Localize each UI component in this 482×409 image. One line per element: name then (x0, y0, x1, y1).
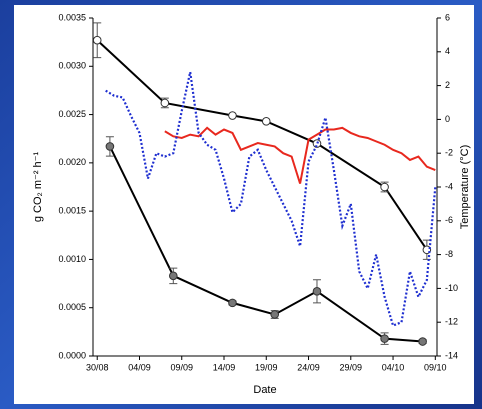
y-tick-label: 0.0025 (58, 109, 86, 119)
data-point (380, 334, 389, 343)
x-tick-label: 24/09 (297, 362, 320, 372)
series-line (105, 71, 437, 328)
y-tick-label: 0.0000 (58, 350, 86, 360)
y2-tick-label: -4 (445, 181, 453, 191)
y-tick-label: 0.0035 (58, 12, 86, 22)
y-tick-label: 0.0010 (58, 254, 86, 264)
y2-tick-label: -6 (445, 215, 453, 225)
data-point (261, 117, 271, 126)
series-line (164, 126, 436, 184)
x-tick-label: 14/09 (213, 362, 236, 372)
x-tick-label: 19/09 (255, 362, 278, 372)
data-point (228, 298, 237, 308)
y2-tick-label: 4 (445, 46, 450, 56)
data-point (228, 111, 237, 120)
y-tick-label: 0.0030 (58, 61, 86, 71)
data-point (105, 142, 115, 151)
x-tick-label: 29/09 (340, 362, 363, 372)
data-point (418, 337, 427, 346)
y2-tick-label: -8 (445, 249, 453, 259)
y2-tick-label: 0 (445, 114, 450, 124)
x-axis-label: Date (253, 384, 276, 396)
y2-tick-label: -14 (445, 350, 458, 360)
y-tick-label: 0.0005 (58, 302, 86, 312)
x-tick-label: 30/08 (86, 362, 109, 372)
y2-tick-label: 2 (445, 80, 450, 90)
y-axis-label: g CO₂ m⁻² h⁻¹ (32, 152, 44, 223)
y2-tick-label: -10 (445, 283, 458, 293)
y2-axis-label: Temperature (°C) (459, 145, 471, 229)
x-tick-label: 04/10 (382, 362, 405, 372)
y2-tick-label: -12 (445, 317, 458, 327)
data-point (270, 310, 280, 319)
data-point (92, 35, 102, 45)
x-tick-label: 09/09 (170, 362, 193, 372)
x-tick-label: 04/09 (128, 362, 151, 372)
data-point (312, 139, 322, 148)
x-tick-label: 09/10 (424, 362, 447, 372)
data-point (160, 98, 170, 108)
y-tick-label: 0.0015 (58, 206, 86, 216)
data-point (380, 182, 389, 192)
data-point (312, 286, 322, 296)
y2-tick-label: 6 (445, 12, 450, 22)
y2-tick-label: -2 (445, 148, 453, 158)
y-tick-label: 0.0020 (58, 157, 86, 167)
data-point (168, 271, 178, 281)
